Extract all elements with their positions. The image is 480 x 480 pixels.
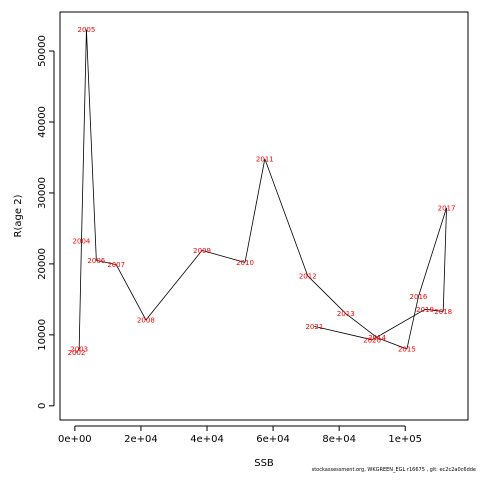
y-tick-label: 10000 — [37, 319, 48, 351]
year-label-2020: 2020 — [363, 336, 381, 344]
segment-2018-2019 — [425, 308, 444, 312]
segment-2015-2016 — [406, 296, 419, 350]
segment-2012-2013 — [307, 275, 347, 314]
year-label-2021: 2021 — [305, 323, 323, 331]
year-label-2019: 2019 — [416, 306, 434, 314]
y-tick-label: 50000 — [37, 35, 48, 67]
segment-2011-2012 — [264, 158, 309, 277]
year-labels: 2002200320042005200620072008200920102011… — [68, 26, 456, 357]
year-label-2014: 2014 — [368, 334, 386, 342]
x-tick-label: 4e+04 — [190, 434, 224, 445]
y-axis-title: R(age 2) — [13, 194, 24, 237]
year-label-2013: 2013 — [337, 310, 355, 318]
segment-2003-2004 — [78, 241, 82, 350]
axes: 0e+00 2e+04 4e+04 6e+04 8e+04 1e+05 0 10000 2000… — [37, 35, 422, 445]
x-axis-title: SSB — [254, 458, 274, 469]
segment-2005-2006 — [86, 29, 97, 261]
trajectory-line — [76, 29, 447, 353]
segment-2007-2008 — [115, 264, 147, 321]
plot-frame — [59, 11, 469, 421]
y-tick-label: 30000 — [37, 177, 48, 209]
year-label-2018: 2018 — [434, 308, 452, 316]
x-tick-label: 2e+04 — [124, 434, 158, 445]
segment-2006-2007 — [96, 259, 117, 265]
y-tick-label: 40000 — [37, 106, 48, 138]
segment-2014-2015 — [377, 337, 408, 350]
year-label-2007: 2007 — [107, 261, 125, 269]
x-tick-label: 1e+05 — [388, 434, 422, 445]
year-label-2002: 2002 — [68, 349, 86, 357]
segment-2004-2005 — [81, 29, 87, 242]
segment-2010-2011 — [244, 158, 266, 263]
segment-2008-2009 — [145, 250, 203, 321]
year-label-2010: 2010 — [236, 259, 254, 267]
year-label-2016: 2016 — [410, 293, 428, 301]
x-tick-label: 0e+00 — [58, 434, 92, 445]
x-tick-label: 6e+04 — [256, 434, 290, 445]
y-tick-label: 0 — [37, 403, 48, 409]
year-label-2011: 2011 — [256, 155, 274, 163]
footer-credit: stockassessment.org, WKGREEN_EGL r16675 … — [311, 467, 476, 473]
year-label-2004: 2004 — [73, 238, 91, 246]
segment-2002-2003 — [76, 348, 80, 353]
year-label-2008: 2008 — [137, 316, 155, 324]
segment-2019-2020 — [371, 308, 426, 341]
x-tick-label: 8e+04 — [322, 434, 356, 445]
year-label-2006: 2006 — [87, 257, 105, 265]
year-label-2015: 2015 — [398, 346, 416, 354]
segment-2013-2014 — [345, 313, 378, 339]
year-label-2017: 2017 — [438, 204, 456, 212]
year-label-2009: 2009 — [193, 247, 211, 255]
y-tick-label: 20000 — [37, 248, 48, 280]
year-label-2005: 2005 — [78, 26, 96, 34]
segment-2009-2010 — [201, 250, 246, 263]
segment-2020-2021 — [314, 325, 373, 341]
segment-2016-2017 — [418, 207, 447, 297]
year-label-2012: 2012 — [299, 272, 317, 280]
year-label-2003: 2003 — [70, 346, 88, 354]
segment-2017-2018 — [442, 207, 447, 312]
